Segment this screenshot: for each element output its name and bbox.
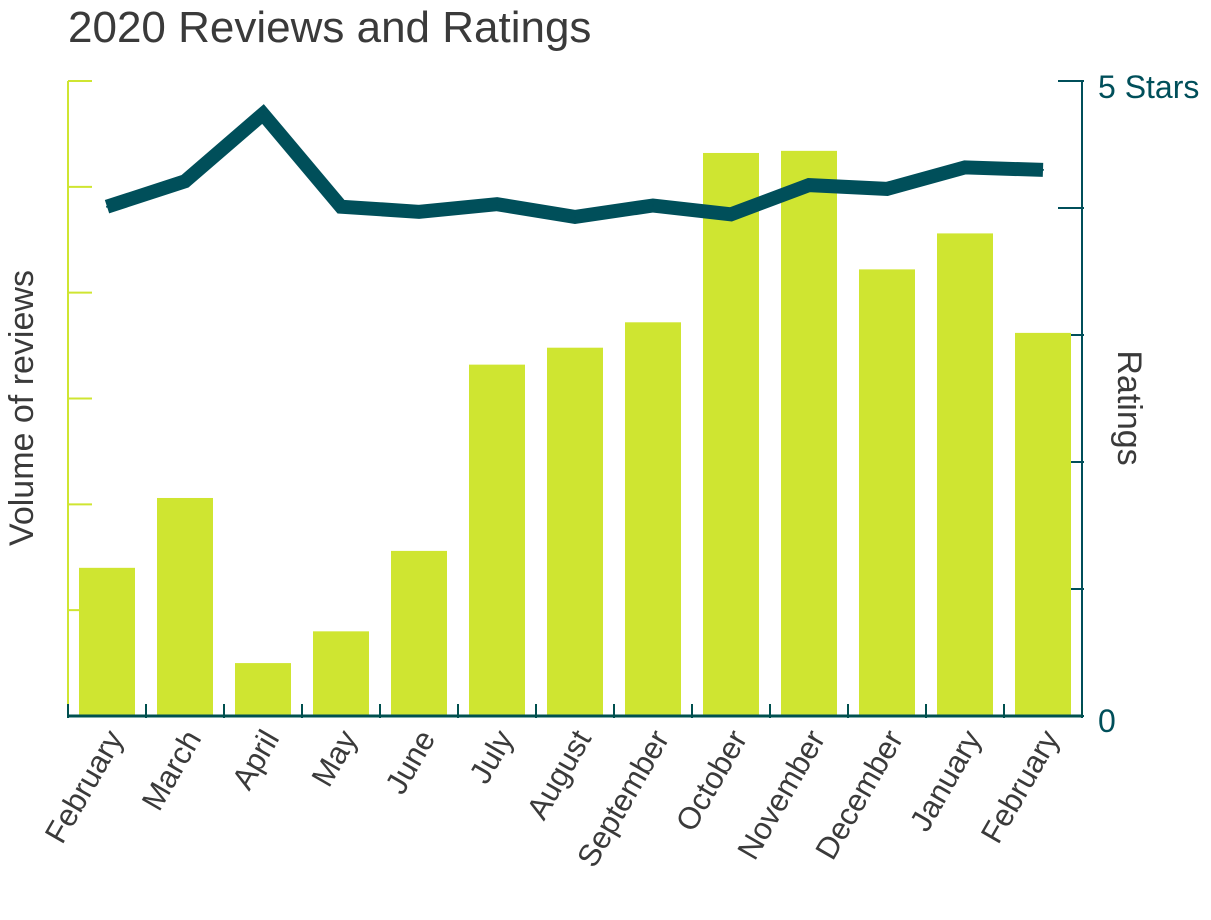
category-labels: February March April May June July AugustSepte… [38, 724, 1067, 873]
left-axis-title: Volume of reviews [3, 270, 41, 546]
ratings-point [652, 204, 654, 207]
bar [79, 567, 135, 716]
ratings-point [184, 180, 186, 183]
bar [157, 497, 213, 716]
right-axis-max-label: 5 Stars [1098, 69, 1199, 105]
bar [313, 631, 369, 716]
ratings-point [964, 166, 966, 169]
ratings-point [262, 113, 264, 116]
left-axis [67, 80, 92, 716]
bar [703, 152, 759, 716]
category-label: January [903, 724, 989, 837]
right-axis-title: Ratings [1110, 350, 1148, 465]
bar [235, 663, 291, 716]
category-label: April [225, 724, 286, 795]
bar [547, 347, 603, 716]
bar [937, 233, 993, 716]
ratings-point [1042, 168, 1044, 171]
ratings-point [496, 203, 498, 206]
category-label: July [462, 724, 520, 790]
ratings-point [340, 205, 342, 208]
category-label: October [669, 724, 754, 837]
ratings-point [808, 184, 810, 187]
ratings-point [418, 210, 420, 213]
category-label: August [520, 724, 599, 825]
bar [781, 150, 837, 717]
x-axis [67, 704, 1083, 718]
ratings-point [574, 215, 576, 218]
ratings-line [104, 104, 1044, 224]
ratings-point [730, 213, 732, 216]
line-series [104, 104, 1044, 224]
ratings-point [106, 205, 108, 208]
right-axis-min-label: 0 [1098, 703, 1116, 739]
category-label: March [135, 724, 208, 816]
bar-series [79, 150, 1071, 717]
bar [391, 550, 447, 716]
bar [1015, 332, 1071, 716]
bar [859, 269, 915, 716]
bar [469, 364, 525, 716]
ratings-point [886, 187, 888, 190]
category-label: May [305, 724, 365, 793]
category-label: June [378, 724, 442, 800]
category-label: February [974, 724, 1067, 849]
bar [625, 322, 681, 716]
category-label: February [38, 724, 131, 849]
chart-title: 2020 Reviews and Ratings [68, 3, 591, 52]
